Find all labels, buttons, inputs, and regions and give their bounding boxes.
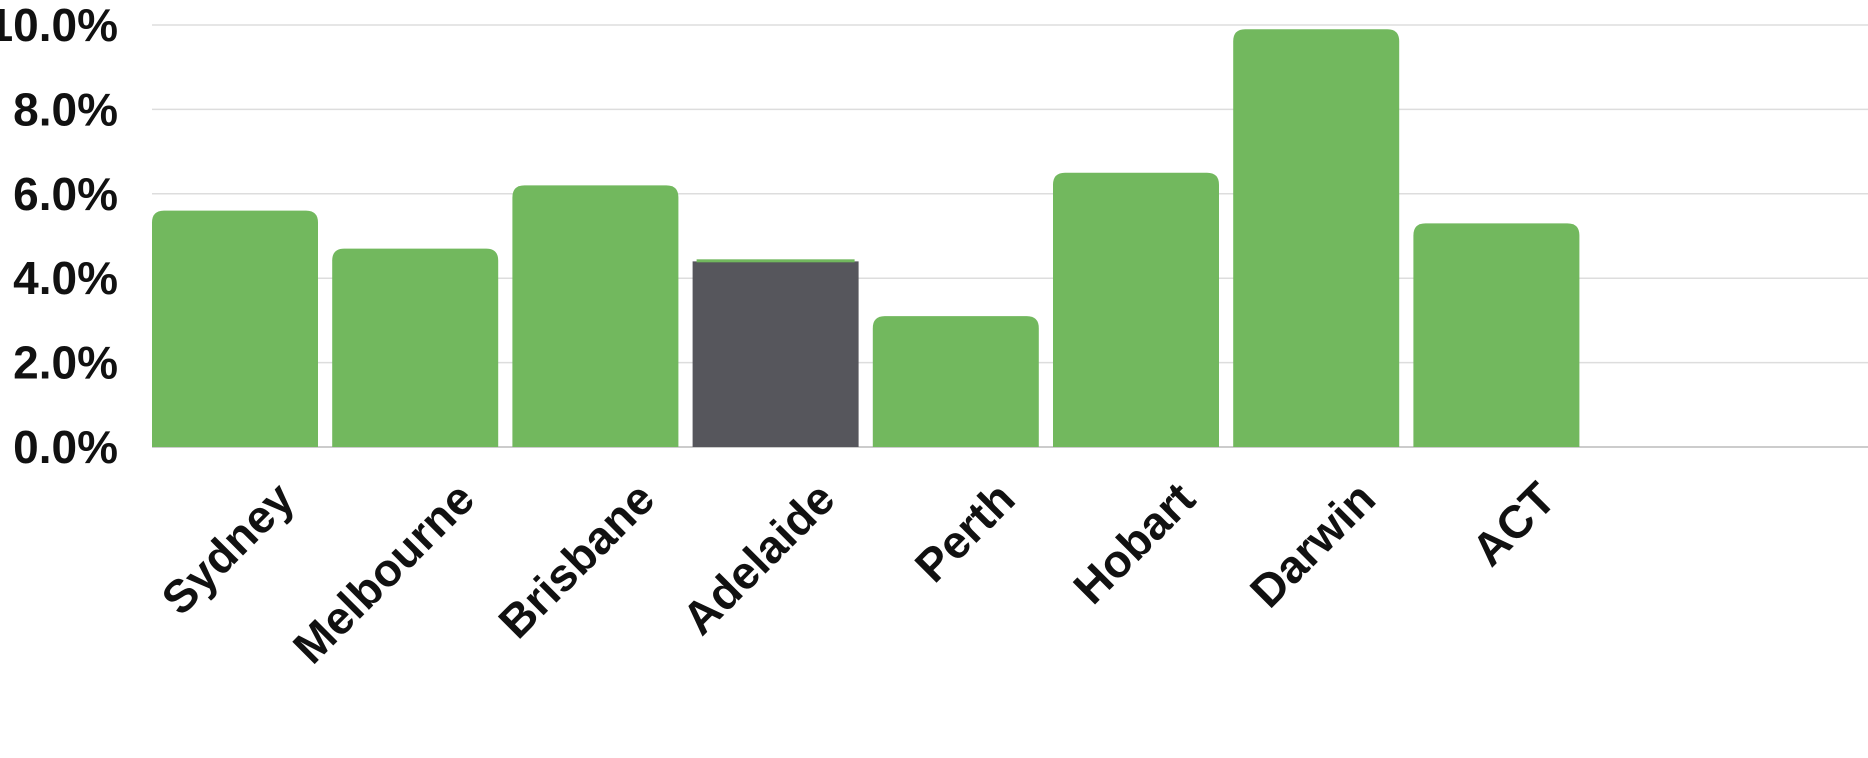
x-category-label: Brisbane: [488, 472, 664, 648]
bar-perth: [872, 316, 1039, 447]
y-tick-label: 8.0%: [13, 83, 118, 135]
bar-sydney: [152, 210, 318, 447]
y-tick-label: 6.0%: [13, 168, 118, 220]
bar-highlight-edge: [696, 259, 855, 263]
y-tick-label: 10.0%: [0, 0, 118, 51]
y-axis-ticks: 0.0% 2.0% 4.0% 6.0% 8.0% 10.0%: [0, 0, 118, 473]
x-category-label: Perth: [905, 472, 1025, 592]
bar-layer: [152, 29, 1580, 448]
x-category-label: Melbourne: [283, 472, 484, 673]
bar-melbourne: [332, 248, 499, 447]
bar-adelaide: [692, 261, 859, 447]
bar-darwin: [1233, 29, 1400, 447]
bar-hobart: [1053, 172, 1219, 447]
bar-act: [1413, 223, 1580, 447]
bar-brisbane: [512, 185, 679, 448]
x-category-label: ACT: [1462, 472, 1566, 576]
x-category-label: Adelaide: [672, 472, 844, 644]
y-tick-label: 4.0%: [13, 252, 118, 304]
x-category-label: Hobart: [1063, 472, 1205, 614]
y-tick-label: 2.0%: [13, 337, 118, 389]
y-tick-label: 0.0%: [13, 421, 118, 473]
x-category-label: Sydney: [151, 472, 304, 625]
x-category-label: Darwin: [1240, 472, 1385, 617]
